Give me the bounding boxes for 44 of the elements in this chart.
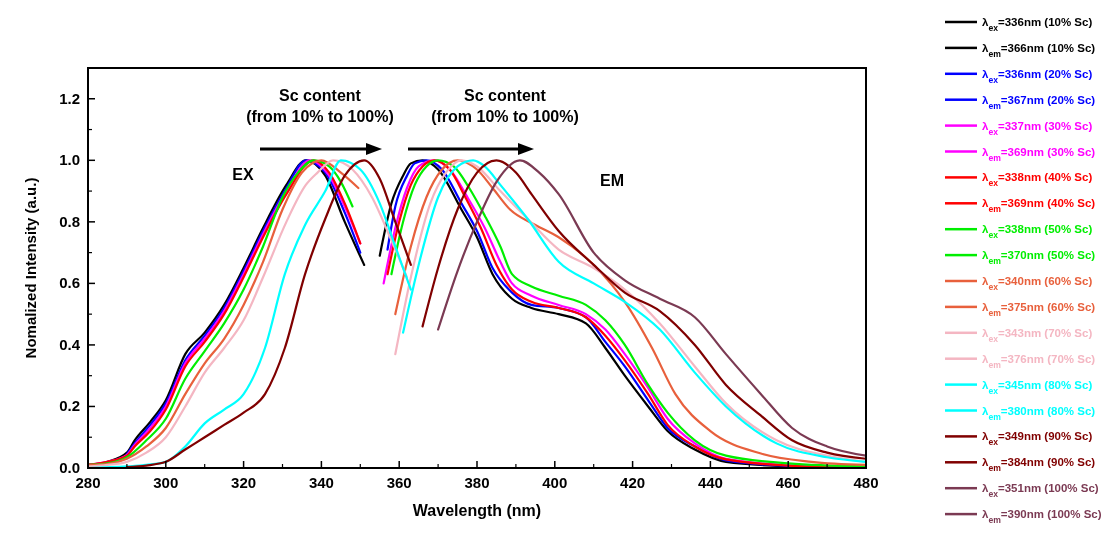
annotation: EX — [232, 166, 254, 183]
x-tick-label: 420 — [620, 474, 646, 491]
x-tick-label: 280 — [75, 474, 101, 491]
y-tick-label: 0.4 — [59, 335, 81, 353]
legend-label: λ$_{ex}$=336nm (20% Sc) — [982, 67, 1093, 85]
legend-label: λ$_{ex}$=343nm (70% Sc) — [982, 326, 1093, 344]
legend-label: λ$_{em}$=370nm (50% Sc) — [982, 249, 1096, 267]
legend-label: λ$_{ex}$=349nm (90% Sc) — [982, 430, 1093, 448]
legend-label: λ$_{em}$=375nm (60% Sc) — [982, 300, 1096, 318]
x-tick-label: 440 — [697, 474, 723, 491]
x-tick-label: 340 — [308, 474, 334, 491]
legend-label: λ$_{ex}$=351nm (100% Sc) — [982, 482, 1099, 500]
x-tick-label: 460 — [775, 474, 801, 491]
legend-label: λ$_{em}$=376nm (70% Sc) — [982, 352, 1096, 370]
annotation: Sc content (from 10% to 100%) — [431, 87, 579, 125]
legend-label: λ$_{ex}$=340nm (60% Sc) — [982, 275, 1093, 292]
x-axis-title: Wavelength (nm) — [412, 502, 542, 519]
y-axis-title: Nomalized Intensity (a.u.) — [22, 177, 39, 359]
y-tick-label: 1.2 — [59, 89, 80, 107]
y-tick-label: 0.0 — [59, 459, 80, 476]
legend-label: λ$_{ex}$=338nm (40% Sc) — [982, 171, 1093, 189]
x-tick-label: 300 — [153, 474, 179, 491]
legend-label: λ$_{em}$=384nm (90% Sc) — [982, 456, 1096, 474]
legend-label: λ$_{em}$=367nm (20% Sc) — [982, 93, 1096, 111]
y-tick-label: 0.6 — [59, 274, 80, 292]
annotation: Sc content (from 10% to 100%) — [246, 87, 394, 125]
legend-label: λ$_{em}$=380nm (80% Sc) — [982, 404, 1096, 422]
x-tick-label: 360 — [386, 474, 412, 491]
annotation: EM — [600, 172, 624, 189]
legend-label: λ$_{em}$=369nm (30% Sc) — [982, 145, 1096, 163]
legend-label: λ$_{em}$=390nm (100% Sc) — [982, 508, 1102, 526]
legend-label: λ$_{ex}$=338nm (50% Sc) — [982, 223, 1093, 241]
x-tick-label: 380 — [464, 474, 490, 491]
legend-label: λ$_{ex}$=345nm (80% Sc) — [982, 378, 1093, 396]
legend-label: λ$_{ex}$=336nm (10% Sc) — [982, 16, 1093, 33]
x-tick-label: 480 — [853, 474, 879, 491]
y-tick-label: 1.0 — [59, 151, 80, 169]
legend-label: λ$_{ex}$=337nm (30% Sc) — [982, 119, 1093, 137]
x-tick-label: 400 — [542, 474, 568, 491]
legend-label: λ$_{em}$=369nm (40% Sc) — [982, 197, 1096, 215]
legend-label: λ$_{em}$=366nm (10% Sc) — [982, 41, 1096, 59]
x-tick-label: 320 — [231, 474, 257, 491]
y-tick-label: 0.8 — [59, 212, 80, 230]
y-tick-label: 0.2 — [59, 397, 80, 415]
